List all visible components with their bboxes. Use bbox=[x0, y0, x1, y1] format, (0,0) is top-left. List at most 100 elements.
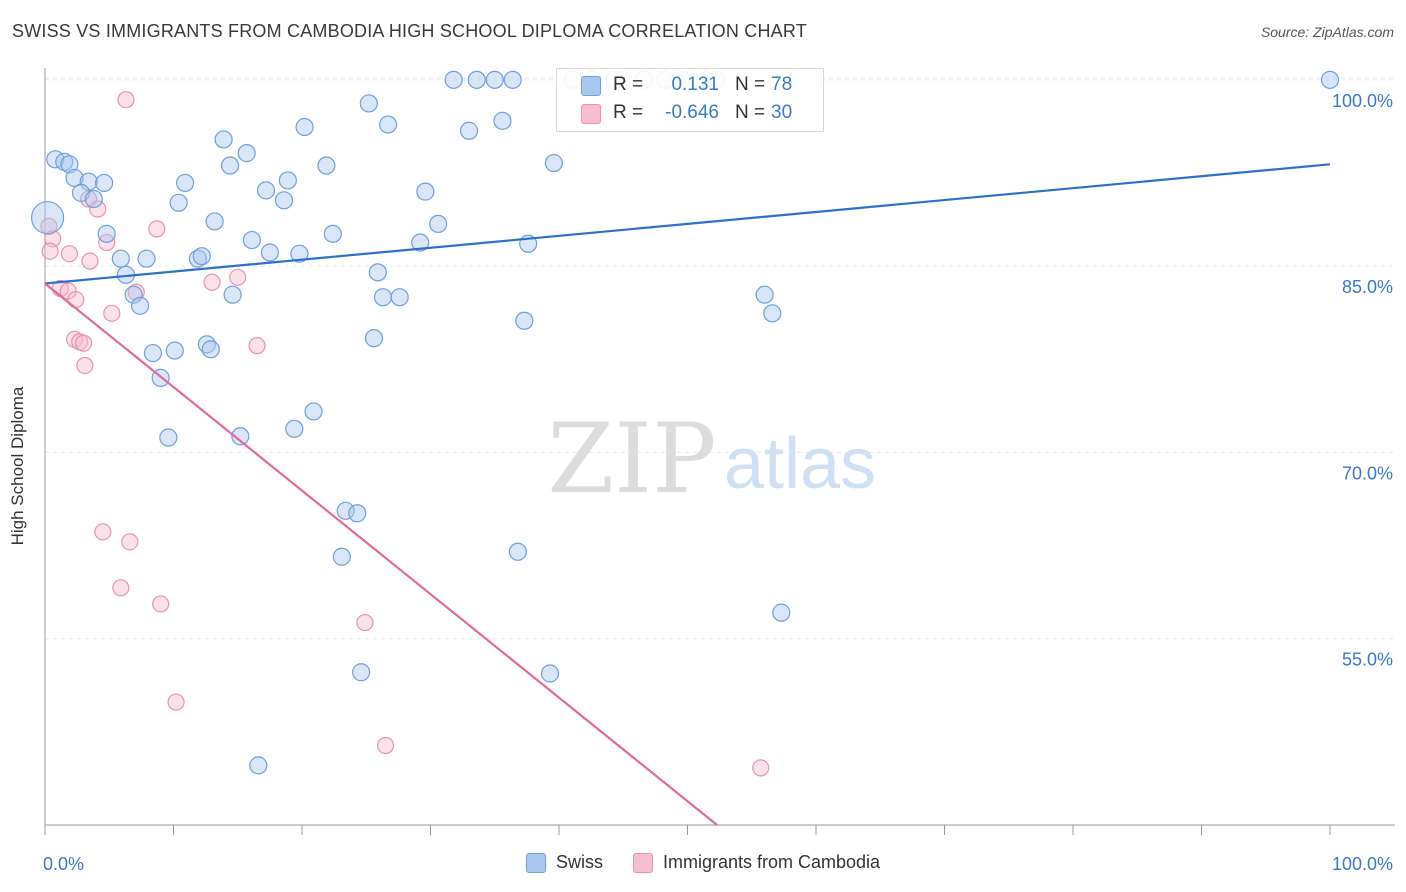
watermark: ZIP atlas bbox=[547, 403, 876, 515]
swiss-point bbox=[485, 70, 504, 89]
chart-title: SWISS VS IMMIGRANTS FROM CAMBODIA HIGH S… bbox=[12, 21, 807, 41]
swiss-point bbox=[143, 343, 163, 363]
watermark-atlas: atlas bbox=[724, 424, 876, 504]
cambodia-point bbox=[60, 245, 79, 263]
swiss-point bbox=[359, 94, 378, 113]
stats-legend: R = 0.131 N = 78 R = -0.646 N = 30 bbox=[556, 68, 824, 132]
tick-labels: 55.0% 70.0% 85.0% 100.0% 0.0% 100.0% bbox=[43, 91, 1393, 874]
legend-item-swiss[interactable]: Swiss bbox=[525, 852, 603, 873]
swiss-point bbox=[416, 182, 435, 201]
swiss-point bbox=[390, 288, 409, 307]
cambodia-point bbox=[248, 337, 266, 355]
cambodia-point bbox=[74, 334, 93, 352]
swiss-point bbox=[373, 288, 393, 307]
swiss-point bbox=[295, 117, 314, 137]
cambodia-points bbox=[40, 91, 770, 777]
watermark-zip: ZIP bbox=[547, 403, 716, 515]
swiss-n-value: 78 bbox=[771, 74, 793, 95]
swiss-r-label: R = bbox=[613, 74, 644, 95]
y-tick-label: 55.0% bbox=[1342, 650, 1393, 670]
swiss-point bbox=[444, 70, 463, 89]
cambodia-point bbox=[752, 759, 770, 777]
swiss-point bbox=[249, 756, 268, 775]
swiss-point bbox=[544, 153, 563, 173]
swiss-swatch bbox=[581, 76, 601, 96]
cambodia-point bbox=[229, 268, 247, 286]
cambodia-point bbox=[81, 252, 99, 270]
swiss-point bbox=[503, 70, 522, 89]
cambodia-point bbox=[76, 356, 94, 375]
swiss-point bbox=[1320, 70, 1340, 89]
legend-swatch-swiss bbox=[525, 852, 546, 873]
swiss-point bbox=[411, 233, 430, 252]
swiss-point bbox=[290, 244, 309, 263]
swiss-point bbox=[352, 663, 371, 682]
swiss-point bbox=[237, 144, 256, 163]
swiss-point bbox=[336, 501, 355, 520]
swiss-point bbox=[60, 155, 79, 174]
swiss-point bbox=[323, 224, 342, 243]
swiss-point bbox=[165, 341, 184, 360]
cambodia-point bbox=[127, 283, 145, 301]
swiss-point bbox=[515, 311, 534, 330]
cambodia-r-label: R = bbox=[613, 102, 644, 123]
swiss-point bbox=[130, 296, 150, 315]
cambodia-r-value: -0.646 bbox=[665, 102, 719, 123]
cambodia-point bbox=[203, 273, 221, 291]
y-tick-label: 100.0% bbox=[1332, 91, 1393, 111]
swiss-point bbox=[285, 419, 304, 438]
swiss-point bbox=[95, 173, 114, 193]
swiss-point bbox=[137, 249, 156, 268]
cambodia-point bbox=[376, 736, 395, 755]
swiss-point bbox=[242, 230, 261, 250]
cambodia-point bbox=[356, 613, 374, 632]
swiss-point bbox=[763, 304, 782, 323]
swiss-point bbox=[274, 191, 294, 210]
swiss-point bbox=[260, 243, 279, 262]
cambodia-swatch bbox=[581, 104, 601, 124]
swiss-point bbox=[223, 285, 242, 304]
swiss-point bbox=[214, 130, 233, 149]
legend-item-cambodia[interactable]: Immigrants from Cambodia bbox=[632, 852, 880, 873]
swiss-point bbox=[231, 427, 250, 446]
swiss-point bbox=[459, 121, 479, 140]
cambodia-point bbox=[94, 523, 112, 541]
swiss-point bbox=[169, 193, 188, 212]
swiss-point bbox=[97, 224, 116, 243]
swiss-point bbox=[205, 212, 224, 231]
x-tick-label: 0.0% bbox=[43, 854, 84, 874]
swiss-n-label: N = bbox=[735, 74, 766, 95]
swiss-point bbox=[84, 189, 103, 209]
swiss-point bbox=[317, 156, 336, 175]
swiss-point bbox=[332, 547, 351, 566]
x-tick-label: 100.0% bbox=[1332, 854, 1393, 874]
swiss-point bbox=[220, 156, 240, 175]
swiss-point bbox=[467, 70, 486, 89]
cambodia-point bbox=[117, 91, 135, 109]
source-label: Source: ZipAtlas.com bbox=[1260, 24, 1394, 40]
legend-swatch-cambodia bbox=[632, 852, 653, 873]
cambodia-point bbox=[121, 533, 139, 551]
swiss-point bbox=[348, 504, 367, 523]
cambodia-point bbox=[148, 220, 166, 238]
cambodia-n-value: 30 bbox=[771, 102, 793, 123]
swiss-point bbox=[124, 285, 143, 304]
swiss-point bbox=[508, 542, 527, 561]
cambodia-trend-line bbox=[44, 282, 718, 826]
swiss-points bbox=[30, 70, 1340, 775]
cambodia-n-label: N = bbox=[735, 102, 766, 123]
cambodia-point bbox=[41, 242, 59, 260]
swiss-point bbox=[192, 247, 211, 266]
swiss-r-value: 0.131 bbox=[671, 74, 719, 95]
swiss-trend-line bbox=[44, 163, 1331, 285]
swiss-point bbox=[175, 173, 195, 193]
swiss-point bbox=[378, 115, 398, 134]
cambodia-point bbox=[89, 200, 107, 218]
cambodia-point bbox=[103, 304, 121, 322]
swiss-point bbox=[772, 603, 791, 622]
cambodia-point bbox=[152, 595, 170, 613]
swiss-point bbox=[368, 263, 387, 282]
swiss-point bbox=[304, 402, 323, 421]
swiss-point bbox=[755, 285, 774, 304]
